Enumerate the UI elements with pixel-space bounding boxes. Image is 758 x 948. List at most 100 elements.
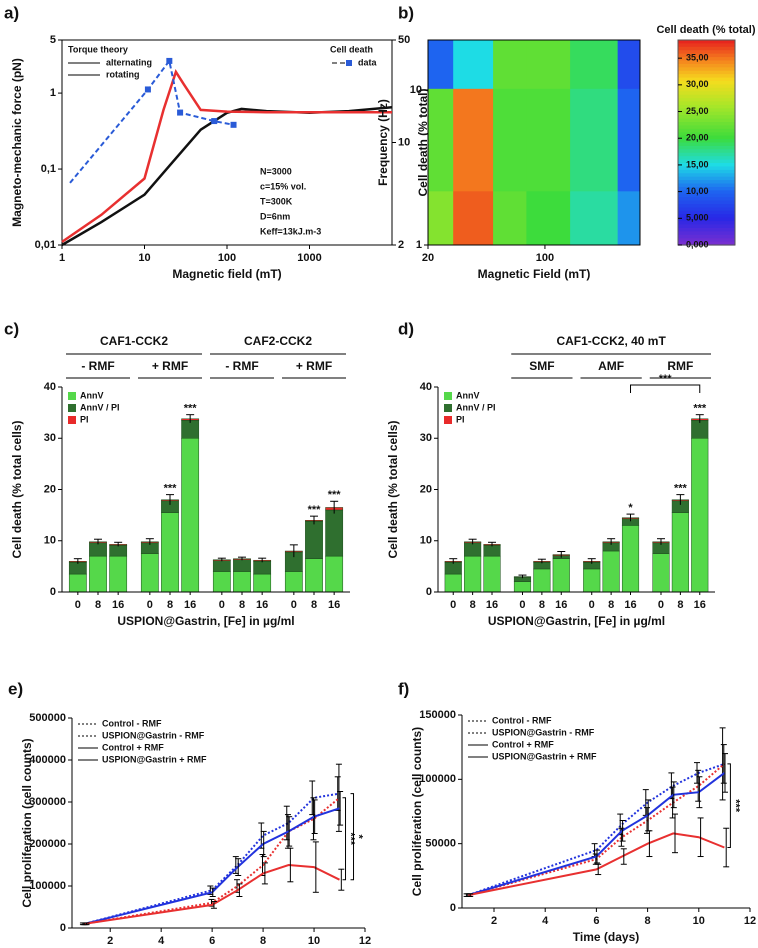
legend-label: USPION@Gastrin - RMF — [492, 727, 595, 737]
data-point — [166, 57, 173, 64]
x-tick-label: 10 — [693, 915, 705, 927]
x-tick-label: 16 — [328, 599, 340, 611]
heat-cell — [453, 190, 494, 246]
x-tick-label: 16 — [184, 599, 196, 611]
colorbar-band — [678, 98, 735, 103]
colorbar-band — [678, 186, 735, 191]
heat-cell — [526, 88, 571, 192]
legend-label: PI — [456, 414, 465, 424]
legend-swatch — [68, 404, 76, 412]
colorbar-tick-label: 5,000 — [686, 213, 709, 223]
y-tick-label: 0,01 — [35, 239, 56, 251]
y-axis-label: Cell proliferation (cell counts) — [20, 738, 34, 907]
colorbar-band — [678, 111, 735, 116]
heat-cell — [526, 40, 571, 89]
legend-label: USPION@Gastrin + RMF — [102, 754, 207, 764]
significance-label: *** — [674, 483, 688, 495]
legend-swatch — [68, 416, 76, 424]
bar-segment — [109, 545, 128, 557]
x-tick-label: 8 — [470, 599, 476, 611]
data-point — [230, 121, 237, 128]
x-tick-label: 100 — [536, 252, 554, 264]
colorbar-tick-label: 20,00 — [686, 133, 709, 143]
panel-label: c) — [4, 319, 19, 338]
y-axis-label: Cell proliferation (cell counts) — [410, 727, 424, 896]
significance-bracket — [342, 797, 347, 881]
colorbar-band — [678, 234, 735, 239]
y2-tick-label: 50 — [398, 34, 410, 46]
significance-bracket — [727, 763, 731, 849]
x-tick-label: 100 — [218, 252, 236, 264]
bar-segment — [533, 568, 551, 593]
bar-segment — [140, 553, 159, 593]
bar-segment — [552, 558, 570, 593]
bar-segment — [89, 542, 107, 557]
x-tick-label: 10 — [308, 935, 320, 947]
legend-label: USPION@Gastrin + RMF — [492, 751, 597, 761]
colorbar-band — [678, 241, 735, 246]
colorbar-band — [678, 224, 735, 229]
x-tick-label: 16 — [486, 599, 498, 611]
colorbar-band — [678, 67, 735, 72]
group-label: SMF — [529, 359, 554, 373]
colorbar-band — [678, 193, 735, 198]
annotation: T=300K — [260, 196, 293, 206]
annotation: c=15% vol. — [260, 181, 306, 191]
colorbar-band — [678, 176, 735, 181]
legend-swatch — [444, 416, 452, 424]
y-axis-label: Magneto-mechanic force (pN) — [10, 58, 24, 227]
bar-segment — [212, 560, 231, 572]
y-tick-label: 100000 — [29, 880, 66, 892]
heat-cell — [526, 190, 571, 246]
bar-segment — [181, 420, 200, 439]
heat-cell — [453, 40, 494, 89]
colorbar-band — [678, 43, 735, 48]
y-tick-label: 30 — [420, 432, 432, 444]
colorbar-band — [678, 128, 735, 133]
x-tick-label: 8 — [677, 599, 683, 611]
colorbar-band — [678, 70, 735, 75]
bar-segment — [284, 571, 303, 593]
y-tick-label: 0 — [450, 902, 456, 914]
x-tick-label: 16 — [112, 599, 124, 611]
colorbar-band — [678, 183, 735, 188]
colorbar-band — [678, 87, 735, 92]
line-series — [468, 763, 726, 897]
colorbar-tick-label: 0,000 — [686, 239, 709, 249]
legend-title: Torque theory — [68, 44, 128, 54]
colorbar-tick-label: 10,00 — [686, 186, 709, 196]
bar-segment — [691, 420, 709, 439]
x-axis-label: Magnetic field (mT) — [172, 267, 281, 281]
colorbar-band — [678, 104, 735, 109]
colorbar-band — [678, 139, 735, 144]
heat-cell — [453, 88, 494, 192]
heat-cell — [493, 88, 527, 192]
panel-label: f) — [398, 679, 409, 698]
panel-label: b) — [398, 3, 414, 22]
legend-label: AnnV / PI — [80, 402, 120, 412]
x-tick-label: 12 — [359, 935, 371, 947]
significance-label: *** — [308, 504, 322, 516]
colorbar-band — [678, 210, 735, 215]
legend-swatch — [68, 392, 76, 400]
significance-label: * — [628, 502, 633, 514]
supergroup-label: CAF1-CCK2, 40 mT — [556, 334, 666, 348]
legend-label: USPION@Gastrin - RMF — [102, 730, 205, 740]
x-tick-label: 16 — [694, 599, 706, 611]
colorbar-band — [678, 197, 735, 202]
x-tick-label: 4 — [542, 915, 549, 927]
y2-tick-label: 10 — [398, 136, 410, 148]
colorbar-band — [678, 149, 735, 154]
bar-segment — [161, 512, 179, 593]
x-tick-label: 0 — [589, 599, 595, 611]
heat-cell — [428, 190, 454, 246]
heat-cell — [570, 88, 619, 192]
x-axis-label: Time (days) — [573, 930, 639, 944]
x-tick-label: 16 — [624, 599, 636, 611]
line-series — [84, 797, 341, 925]
x-tick-label: 8 — [239, 599, 245, 611]
colorbar-band — [678, 91, 735, 96]
panel-label: e) — [8, 679, 23, 698]
line-series — [468, 772, 726, 897]
colorbar-band — [678, 166, 735, 171]
